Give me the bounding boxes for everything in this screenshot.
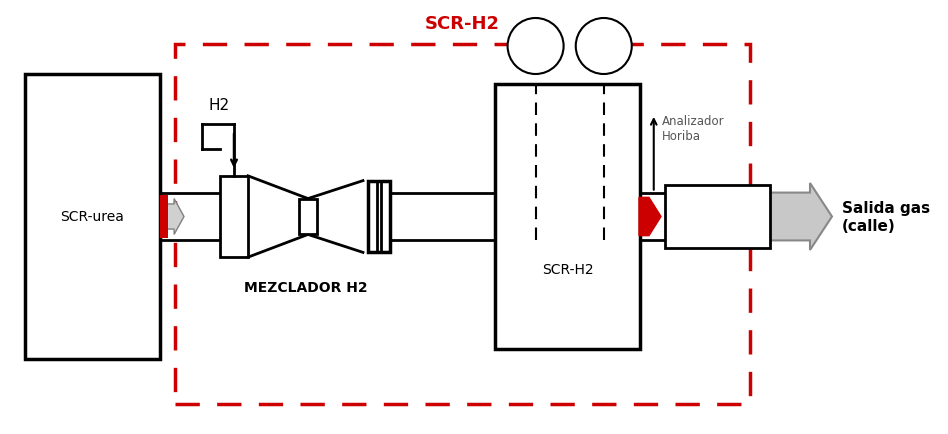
Text: Tout: Tout <box>592 40 616 53</box>
Bar <box>495 85 640 349</box>
Bar <box>25 75 160 359</box>
FancyArrow shape <box>162 199 184 235</box>
Circle shape <box>507 19 564 75</box>
Text: H2: H2 <box>209 98 230 113</box>
FancyArrow shape <box>770 184 832 250</box>
Text: Analizador
Horiba: Analizador Horiba <box>662 115 724 143</box>
Circle shape <box>575 19 631 75</box>
Text: Tin: Tin <box>527 40 544 53</box>
Bar <box>175 45 750 404</box>
Text: SCR-H2: SCR-H2 <box>541 263 593 277</box>
Bar <box>665 186 770 248</box>
Bar <box>220 176 248 257</box>
Text: caudalimetro
Horiba: caudalimetro Horiba <box>679 203 757 231</box>
Bar <box>368 181 390 253</box>
Bar <box>299 199 317 235</box>
FancyArrow shape <box>639 198 661 236</box>
Text: SCR-H2: SCR-H2 <box>425 15 500 33</box>
Bar <box>160 195 168 239</box>
Text: SCR-urea: SCR-urea <box>61 210 124 224</box>
Text: Salida gas
(calle): Salida gas (calle) <box>842 201 930 233</box>
Text: MEZCLADOR H2: MEZCLADOR H2 <box>244 281 367 295</box>
